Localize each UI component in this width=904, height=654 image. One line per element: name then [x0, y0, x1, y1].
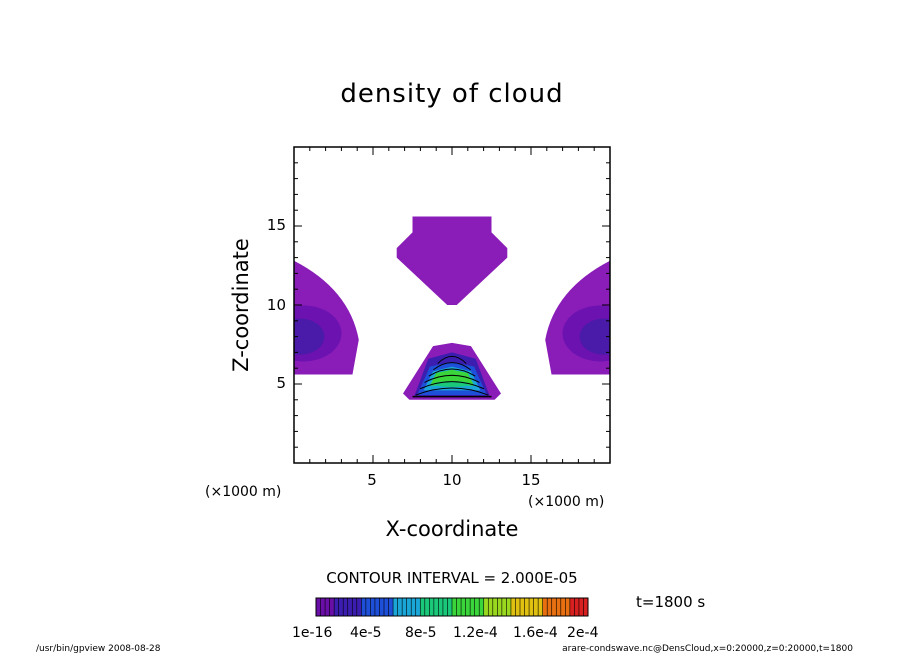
contour-line [437, 355, 467, 364]
colorbar-swatch [456, 598, 462, 616]
y-unit-label: (×1000 m) [205, 484, 281, 500]
contour-line [415, 387, 489, 396]
colorbar-swatch [524, 598, 530, 616]
colorbar-swatch [365, 598, 371, 616]
colorbar-swatch [515, 598, 521, 616]
colorbar-swatch [402, 598, 408, 616]
colorbar-tick-label: 2e-4 [567, 625, 599, 641]
x-tick-label: 5 [367, 471, 377, 489]
colorbar-tick-label: 8e-5 [405, 625, 436, 641]
upper-cloud-region [396, 216, 508, 305]
contour-line [428, 368, 476, 377]
contour-line [419, 381, 485, 390]
time-label: t=1800 s [636, 593, 705, 611]
colorbar-swatch [420, 598, 426, 616]
colorbar-swatch [338, 598, 344, 616]
colorbar-swatch [388, 598, 394, 616]
colorbar-swatch [560, 598, 566, 616]
colorbar-swatch [578, 598, 584, 616]
colorbar-swatch [497, 598, 503, 616]
colorbar-swatch [343, 598, 349, 616]
colorbar-swatch [379, 598, 385, 616]
colorbar-swatch [352, 598, 358, 616]
contour-line [424, 374, 480, 383]
colorbar-swatch [529, 598, 535, 616]
colorbar-tick-label: 1.6e-4 [513, 625, 558, 641]
colorbar-swatch [501, 598, 507, 616]
colorbar-swatch [347, 598, 353, 616]
colorbar-swatch [393, 598, 399, 616]
contour-line [433, 362, 471, 371]
colorbar-swatch [411, 598, 417, 616]
colorbar-swatch [320, 598, 326, 616]
colorbar-swatch [547, 598, 553, 616]
colorbar-swatch [474, 598, 480, 616]
colorbar-swatch [510, 598, 516, 616]
colorbar-swatch [470, 598, 476, 616]
colorbar-swatch [542, 598, 548, 616]
colorbar-swatch [538, 598, 544, 616]
x-axis-label: X-coordinate [386, 517, 519, 541]
colorbar-swatch [447, 598, 453, 616]
colorbar-swatch [370, 598, 376, 616]
x-unit-label: (×1000 m) [528, 494, 604, 510]
left-cloud-core [294, 318, 325, 355]
chart-title: density of cloud [340, 79, 563, 109]
colorbar-swatch [356, 598, 362, 616]
colorbar-swatch [461, 598, 467, 616]
colorbar-swatch [556, 598, 562, 616]
colorbar-swatch [361, 598, 367, 616]
colorbar-swatch [533, 598, 539, 616]
footer-source: arare-condswave.nc@DensCloud,x=0:20000,z… [562, 644, 853, 654]
y-tick-label: 15 [267, 216, 286, 234]
colorbar-swatch [406, 598, 412, 616]
colorbar-swatch [397, 598, 403, 616]
colorbar-swatch [492, 598, 498, 616]
colorbar-swatch [334, 598, 340, 616]
colorbar-swatch [488, 598, 494, 616]
x-tick-label: 15 [521, 471, 540, 489]
x-tick-label: 10 [442, 471, 461, 489]
colorbar-swatch [551, 598, 557, 616]
y-tick-label: 5 [276, 374, 286, 392]
colorbar-swatch [438, 598, 444, 616]
colorbar-swatch [483, 598, 489, 616]
colorbar-swatch [565, 598, 571, 616]
colorbar-swatch [574, 598, 580, 616]
colorbar-swatch [429, 598, 435, 616]
colorbar-swatch [506, 598, 512, 616]
colorbar-swatch [384, 598, 390, 616]
y-tick-label: 10 [267, 296, 286, 314]
colorbar-swatch [316, 598, 322, 616]
colorbar-tick-label: 4e-5 [350, 625, 381, 641]
axis-ticks [294, 147, 610, 463]
contour-regions [294, 216, 610, 400]
colorbar-swatch [325, 598, 331, 616]
colorbar-swatch [433, 598, 439, 616]
right-cloud-core [579, 318, 610, 355]
colorbar-swatch [452, 598, 458, 616]
y-axis-label: Z-coordinate [229, 238, 253, 372]
colorbar-swatch [569, 598, 575, 616]
colorbar-swatch [583, 598, 589, 616]
colorbar [315, 598, 589, 616]
core-band [429, 369, 475, 386]
colorbar-swatch [374, 598, 380, 616]
colorbar-swatch [465, 598, 471, 616]
colorbar-swatch [520, 598, 526, 616]
colorbar-swatch [442, 598, 448, 616]
colorbar-tick-label: 1.2e-4 [453, 625, 498, 641]
colorbar-swatch [415, 598, 421, 616]
colorbar-tick-label: 1e-16 [292, 625, 332, 641]
colorbar-swatch [424, 598, 430, 616]
colorbar-swatch [329, 598, 335, 616]
footer-program-date: /usr/bin/gpview 2008-08-28 [36, 644, 161, 654]
colorbar-swatch [479, 598, 485, 616]
contour-interval-label: CONTOUR INTERVAL = 2.000E-05 [326, 569, 577, 587]
colorbar-frame [315, 597, 589, 617]
